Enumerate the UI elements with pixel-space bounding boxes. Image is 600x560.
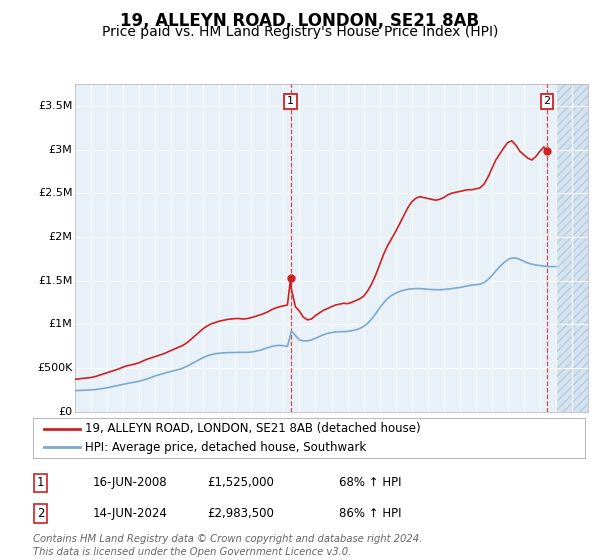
Text: 1: 1 <box>287 96 294 106</box>
Text: 2008: 2008 <box>274 417 283 441</box>
Text: 2012: 2012 <box>338 417 347 441</box>
Text: 1999: 1999 <box>129 417 139 441</box>
Text: 68% ↑ HPI: 68% ↑ HPI <box>339 476 401 489</box>
Text: £0: £0 <box>58 407 73 417</box>
Text: 2007: 2007 <box>257 417 268 441</box>
Text: 2027: 2027 <box>578 417 588 441</box>
Text: 1996: 1996 <box>81 417 91 441</box>
Text: £2,983,500: £2,983,500 <box>207 507 274 520</box>
Text: 2021: 2021 <box>482 417 492 441</box>
Text: 2026: 2026 <box>562 417 572 441</box>
Text: 2011: 2011 <box>322 417 331 441</box>
Text: 2001: 2001 <box>161 417 171 441</box>
Text: £3M: £3M <box>49 144 73 155</box>
Text: Contains HM Land Registry data © Crown copyright and database right 2024.
This d: Contains HM Land Registry data © Crown c… <box>33 534 422 557</box>
Text: 2019: 2019 <box>450 417 460 441</box>
Text: 14-JUN-2024: 14-JUN-2024 <box>93 507 168 520</box>
Text: £1.5M: £1.5M <box>38 276 73 286</box>
Text: 2016: 2016 <box>401 417 412 441</box>
Text: 2013: 2013 <box>353 417 364 441</box>
Text: £2M: £2M <box>49 232 73 242</box>
Text: 2003: 2003 <box>193 417 203 441</box>
Bar <box>556 84 588 412</box>
Bar <box>556 84 588 412</box>
Text: £3.5M: £3.5M <box>38 101 73 111</box>
Text: 2025: 2025 <box>546 417 556 441</box>
Text: £500K: £500K <box>37 363 73 373</box>
Text: 2005: 2005 <box>226 417 235 441</box>
Text: 1995: 1995 <box>65 417 75 441</box>
Text: 2000: 2000 <box>145 417 155 441</box>
Text: £2.5M: £2.5M <box>38 188 73 198</box>
Text: 2: 2 <box>544 96 551 106</box>
Text: 1998: 1998 <box>113 417 123 441</box>
Text: £1,525,000: £1,525,000 <box>207 476 274 489</box>
Text: 2014: 2014 <box>370 417 380 441</box>
Text: 2020: 2020 <box>466 417 476 441</box>
Text: 2010: 2010 <box>305 417 316 441</box>
Text: 2018: 2018 <box>434 417 444 441</box>
Text: 1: 1 <box>37 476 44 489</box>
Text: 1997: 1997 <box>97 417 107 441</box>
Text: 16-JUN-2008: 16-JUN-2008 <box>93 476 167 489</box>
Text: £1M: £1M <box>49 319 73 329</box>
Text: 2004: 2004 <box>209 417 219 441</box>
Text: 2009: 2009 <box>289 417 299 441</box>
Text: Price paid vs. HM Land Registry's House Price Index (HPI): Price paid vs. HM Land Registry's House … <box>102 25 498 39</box>
Text: 2022: 2022 <box>498 417 508 441</box>
Text: 2024: 2024 <box>530 417 540 441</box>
Text: 19, ALLEYN ROAD, LONDON, SE21 8AB: 19, ALLEYN ROAD, LONDON, SE21 8AB <box>121 12 479 30</box>
Text: 19, ALLEYN ROAD, LONDON, SE21 8AB (detached house): 19, ALLEYN ROAD, LONDON, SE21 8AB (detac… <box>85 422 421 435</box>
Text: 2002: 2002 <box>177 417 187 441</box>
Text: 2006: 2006 <box>241 417 251 441</box>
Text: 2017: 2017 <box>418 417 428 441</box>
Text: 86% ↑ HPI: 86% ↑ HPI <box>339 507 401 520</box>
Text: 2: 2 <box>37 507 44 520</box>
Text: HPI: Average price, detached house, Southwark: HPI: Average price, detached house, Sout… <box>85 441 367 454</box>
Text: 2023: 2023 <box>514 417 524 441</box>
Text: 2015: 2015 <box>386 417 395 441</box>
